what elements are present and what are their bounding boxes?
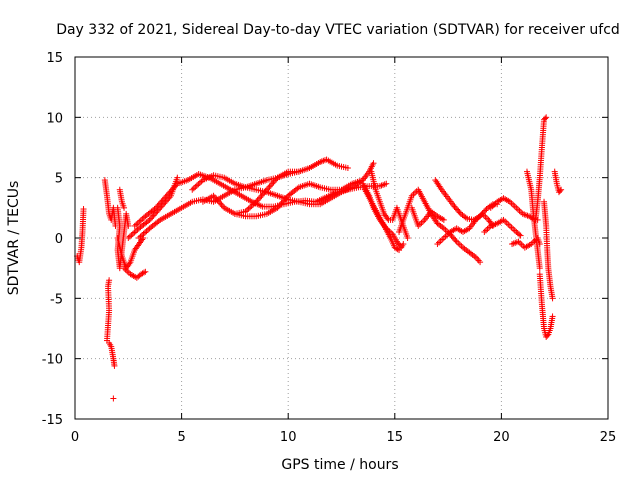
x-axis-title: GPS time / hours	[281, 457, 398, 473]
data-points	[74, 114, 565, 402]
grid	[75, 57, 608, 419]
data-point	[558, 186, 565, 193]
y-tick-label: 15	[46, 51, 63, 66]
x-tick-label: 0	[71, 430, 79, 445]
data-point	[452, 237, 459, 244]
tick-labels: 0 5 10 15 20 25 -15 -10 -5 0 5 10 15	[42, 51, 617, 445]
data-point	[110, 395, 117, 402]
data-point	[482, 207, 489, 214]
data-point	[440, 216, 447, 223]
data-point	[449, 234, 456, 241]
y-tick-label: 5	[55, 172, 63, 187]
data-point	[517, 232, 524, 239]
x-tick-label: 5	[177, 430, 185, 445]
data-point	[125, 222, 132, 229]
data-point	[80, 206, 87, 213]
data-point	[451, 235, 458, 242]
data-point	[396, 247, 403, 254]
data-point	[544, 332, 551, 339]
y-tick-label: 10	[46, 111, 63, 126]
x-tick-label: 20	[493, 430, 510, 445]
x-tick-label: 10	[280, 430, 297, 445]
data-point	[454, 206, 461, 213]
data-point	[543, 114, 550, 121]
y-tick-label: -10	[42, 353, 63, 368]
x-tick-label: 15	[387, 430, 404, 445]
data-point	[549, 313, 556, 320]
axis-ticks	[74, 56, 609, 420]
data-point	[344, 165, 351, 172]
y-axis-title: SDTVAR / TECUs	[6, 181, 22, 296]
x-tick-label: 25	[600, 430, 617, 445]
data-point	[394, 246, 401, 253]
data-point	[557, 187, 564, 194]
data-point	[370, 160, 377, 167]
data-point	[140, 269, 147, 276]
data-point	[451, 203, 458, 210]
y-tick-label: 0	[55, 232, 63, 247]
data-point	[111, 362, 118, 369]
y-tick-label: -5	[50, 292, 63, 307]
data-point	[121, 204, 128, 211]
data-point	[295, 168, 302, 175]
data-point	[456, 209, 463, 216]
data-point	[404, 235, 411, 241]
data-point	[174, 174, 181, 181]
y-tick-label: -15	[42, 413, 63, 428]
data-point	[452, 205, 459, 212]
data-point	[542, 115, 549, 122]
data-point	[516, 231, 523, 238]
chart-title: Day 332 of 2021, Sidereal Day-to-day VTE…	[56, 22, 620, 38]
data-point	[142, 268, 149, 275]
data-point	[383, 180, 390, 187]
data-point	[400, 241, 407, 248]
data-point	[455, 207, 462, 214]
data-point	[536, 265, 543, 272]
data-point	[106, 277, 113, 284]
data-point	[549, 295, 556, 302]
data-point	[477, 259, 484, 266]
